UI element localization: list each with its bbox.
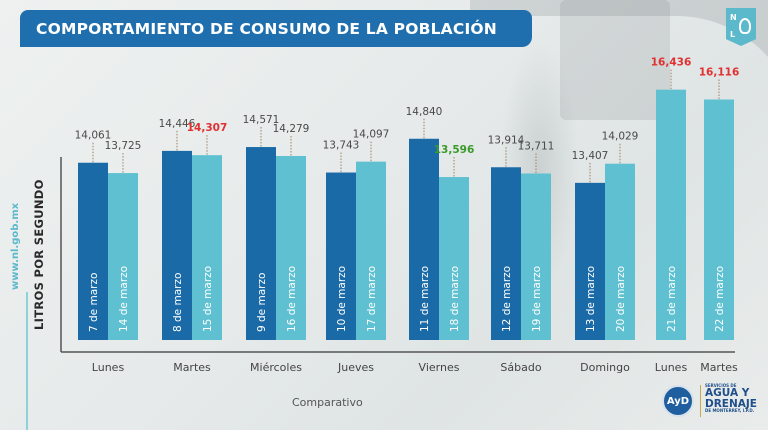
bar-date-label: 12 de marzo [501,266,513,332]
lion-shield-icon [739,18,751,34]
bar-date-label: 9 de marzo [256,273,268,332]
chart-title: COMPORTAMIENTO DE CONSUMO DE LA POBLACIÓ… [36,19,497,38]
data-label: 13,596 [434,144,475,156]
x-tick-label: Domingo [580,361,630,374]
bar [656,89,686,341]
wordmark-line-4: DE MONTERREY, I.P.D. [705,408,755,413]
bar-date-label: 19 de marzo [531,266,543,332]
data-label: 14,446 [159,118,196,130]
bar-date-label: 15 de marzo [202,266,214,332]
wordmark-line-1: SERVICIOS DE [705,383,737,388]
nuevo-leon-logo: N L [726,8,756,46]
x-axis-label: Comparativo [292,396,363,409]
data-label: 13,711 [518,141,555,153]
data-label: 13,407 [572,150,609,162]
bar [276,156,306,340]
bar-date-label: 22 de marzo [714,266,726,332]
bar-date-label: 16 de marzo [286,266,298,332]
data-label: 14,061 [75,130,112,142]
agua-y-drenaje-wordmark: SERVICIOS DE AGUA Y DRENAJE DE MONTERREY… [705,384,757,413]
logo-letter-n: N [730,13,737,22]
x-tick-label: Martes [173,361,211,374]
bar [409,138,439,340]
bar [605,163,635,340]
bar [246,147,276,340]
bar-date-label: 14 de marzo [118,266,130,332]
x-tick-label: Miércoles [250,361,302,374]
data-label: 13,914 [488,134,525,146]
bar-date-label: 7 de marzo [88,273,100,332]
url-decorative-line [26,292,28,430]
bar [356,161,386,340]
bar [326,172,356,340]
agua-y-drenaje-logo: AyD [662,385,694,417]
logo-letter-l: L [730,30,736,39]
bar [108,173,138,340]
bar [439,177,469,340]
x-tick-label: Lunes [655,361,688,374]
bar-date-label: 17 de marzo [366,266,378,332]
bar-date-label: 10 de marzo [336,266,348,332]
x-tick-label: Jueves [337,361,374,374]
logo-divider [700,385,701,417]
bar [192,155,222,340]
data-label: 14,307 [187,122,228,134]
x-tick-label: Viernes [419,361,460,374]
x-tick-label: Sábado [500,361,541,374]
x-tick-label: Martes [700,361,738,374]
data-label: 14,029 [602,131,639,143]
data-label: 14,840 [406,106,443,118]
data-label: 14,097 [353,129,390,141]
bar [704,99,734,340]
bar [78,162,108,340]
data-label: 13,725 [105,140,142,152]
data-label: 14,279 [273,123,310,135]
data-label: 14,571 [243,114,280,126]
data-label: 16,436 [651,57,692,69]
bar-date-label: 8 de marzo [172,273,184,332]
bar-date-label: 11 de marzo [419,266,431,332]
wordmark-line-2: AGUA Y [705,387,750,399]
bar [575,182,605,340]
bar [491,167,521,340]
bar-date-label: 18 de marzo [449,266,461,332]
x-tick-label: Lunes [92,361,125,374]
data-label: 16,116 [699,67,740,79]
bar [162,150,192,340]
data-label: 13,743 [323,140,360,152]
title-banner: COMPORTAMIENTO DE CONSUMO DE LA POBLACIÓ… [20,10,532,47]
background-faucet [470,0,768,276]
bar-date-label: 20 de marzo [615,266,627,332]
wordmark-line-3: DRENAJE [705,397,757,410]
bar-date-label: 21 de marzo [666,266,678,332]
bar [521,173,551,340]
bar-date-label: 13 de marzo [585,266,597,332]
